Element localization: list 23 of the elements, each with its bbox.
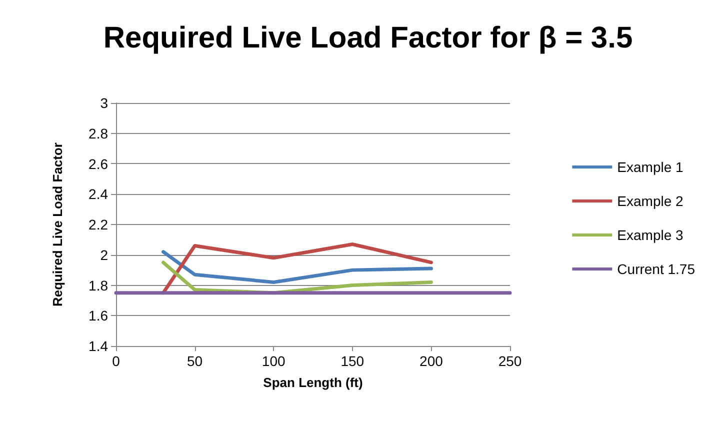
y-tick-label: 3 — [100, 95, 108, 111]
y-tick-label: 2 — [100, 246, 108, 263]
y-tick-label: 2.2 — [88, 216, 108, 232]
line-series — [162, 250, 433, 284]
x-axis-title: Span Length (ft) — [263, 375, 363, 390]
x-tick-label: 100 — [262, 353, 286, 369]
legend-label: Current 1.75 — [617, 261, 696, 277]
x-tick-label: 200 — [420, 353, 444, 369]
y-tick-label: 2.6 — [88, 156, 108, 172]
chart-title: Required Live Load Factor for β = 3.5 — [103, 22, 633, 54]
y-tick-label: 1.4 — [88, 338, 108, 354]
x-tick-label: 150 — [340, 353, 364, 369]
y-tick-label: 1.8 — [88, 277, 108, 294]
x-tick-label: 50 — [187, 353, 203, 369]
y-tick-label: 2.4 — [88, 186, 108, 202]
y-tick-label: 2.8 — [88, 125, 108, 142]
y-tick-label: 1.6 — [88, 308, 108, 324]
legend-label: Example 1 — [617, 159, 684, 175]
legend-label: Example 2 — [617, 193, 684, 209]
x-tick-label: 0 — [112, 353, 120, 369]
x-tick-label: 250 — [498, 353, 522, 369]
legend-label: Example 3 — [617, 227, 684, 243]
y-axis-title: Required Live Load Factor — [50, 142, 65, 306]
